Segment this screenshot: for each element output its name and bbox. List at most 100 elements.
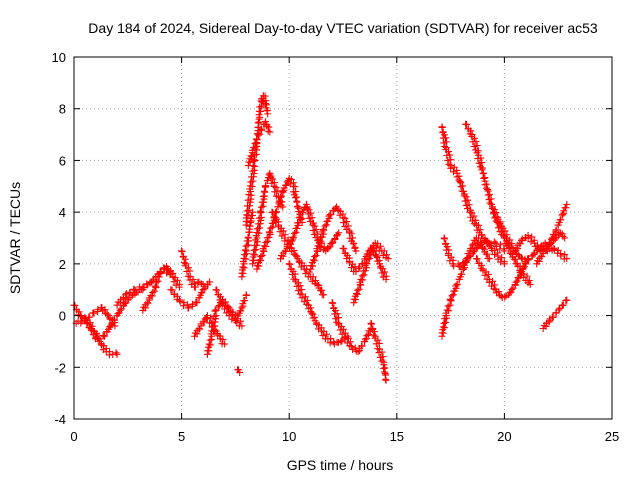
interp-point xyxy=(441,315,449,323)
interp-point xyxy=(470,212,478,220)
interp-point xyxy=(512,278,520,286)
interp-point xyxy=(470,134,478,142)
interp-point xyxy=(380,364,388,372)
interp-point xyxy=(131,286,139,294)
series-s14 xyxy=(244,118,274,170)
interp-point xyxy=(93,330,101,338)
x-tick-label: 10 xyxy=(282,429,296,444)
interp-point xyxy=(312,226,320,234)
interp-point xyxy=(326,339,334,347)
interp-point xyxy=(110,316,118,324)
interp-point xyxy=(151,282,159,290)
interp-point xyxy=(150,287,158,295)
interp-point xyxy=(559,301,567,309)
data-point xyxy=(561,234,569,242)
interp-point xyxy=(180,259,188,267)
interp-point xyxy=(444,302,452,310)
y-tick-label: 10 xyxy=(52,50,66,65)
interp-point xyxy=(181,255,189,263)
interp-point xyxy=(193,298,201,306)
interp-point xyxy=(361,335,369,343)
interp-point xyxy=(321,222,329,230)
interp-point xyxy=(442,318,450,326)
interp-point xyxy=(292,194,300,202)
series-s34 xyxy=(539,296,571,332)
interp-point xyxy=(101,306,109,314)
data-point xyxy=(335,229,343,237)
interp-point xyxy=(476,226,484,234)
interp-point xyxy=(478,166,486,174)
interp-point xyxy=(246,222,254,230)
data-point xyxy=(559,211,567,219)
interp-point xyxy=(468,241,476,249)
interp-point xyxy=(221,305,229,313)
interp-point xyxy=(143,280,151,288)
y-tick-label: 0 xyxy=(59,309,66,324)
tick-labels: 0 5 10 15 20 25 -4 -2 0 2 4 6 8 10 xyxy=(52,50,620,444)
interp-point xyxy=(289,233,297,241)
interp-point xyxy=(517,254,525,262)
interp-point xyxy=(443,243,451,251)
data-point xyxy=(320,291,328,299)
interp-point xyxy=(490,209,498,217)
interp-point xyxy=(524,256,532,264)
interp-point xyxy=(523,272,531,280)
interp-point xyxy=(355,265,363,273)
y-tick-label: -4 xyxy=(54,412,66,427)
interp-point xyxy=(514,251,522,259)
interp-point xyxy=(444,148,452,156)
series-s23 xyxy=(350,244,390,307)
interp-point xyxy=(291,270,299,278)
interp-point xyxy=(478,164,486,172)
interp-point xyxy=(364,256,372,264)
interp-point xyxy=(336,326,344,334)
data-point xyxy=(266,128,274,136)
interp-point xyxy=(157,268,165,276)
interp-point xyxy=(484,191,492,199)
interp-point xyxy=(293,282,301,290)
interp-point xyxy=(477,241,485,249)
interp-point xyxy=(314,242,322,250)
interp-point xyxy=(168,286,176,294)
interp-point xyxy=(241,246,249,254)
interp-point xyxy=(254,225,262,233)
interp-point xyxy=(257,203,265,211)
interp-point xyxy=(327,211,335,219)
interp-point xyxy=(447,297,455,305)
interp-point xyxy=(502,237,510,245)
interp-point xyxy=(508,240,516,248)
interp-point xyxy=(247,178,255,186)
interp-point xyxy=(343,218,351,226)
interp-point xyxy=(463,205,471,213)
interp-point xyxy=(71,302,79,310)
interp-point xyxy=(228,315,236,323)
interp-point xyxy=(82,314,90,322)
interp-point xyxy=(265,123,273,131)
y-tick-label: 2 xyxy=(59,257,66,272)
x-tick-label: 25 xyxy=(605,429,619,444)
interp-point xyxy=(260,242,268,250)
interp-point xyxy=(379,353,387,361)
interp-point xyxy=(243,237,251,245)
data-point xyxy=(152,283,160,291)
interp-point xyxy=(549,234,557,242)
interp-point xyxy=(251,251,259,259)
interp-point xyxy=(112,349,120,357)
interp-point xyxy=(239,269,247,277)
interp-point xyxy=(362,259,370,267)
series-s15 xyxy=(249,169,287,268)
interp-point xyxy=(368,320,376,328)
interp-point xyxy=(357,275,365,283)
interp-point xyxy=(122,290,130,298)
interp-point xyxy=(254,119,262,127)
interp-point xyxy=(173,276,181,284)
interp-point xyxy=(309,273,317,281)
interp-point xyxy=(370,331,378,339)
data-point xyxy=(238,322,246,330)
interp-point xyxy=(372,252,380,260)
interp-point xyxy=(240,297,248,305)
interp-point xyxy=(464,196,472,204)
data-point xyxy=(199,281,207,289)
interp-point xyxy=(178,248,186,256)
interp-point xyxy=(463,121,471,129)
